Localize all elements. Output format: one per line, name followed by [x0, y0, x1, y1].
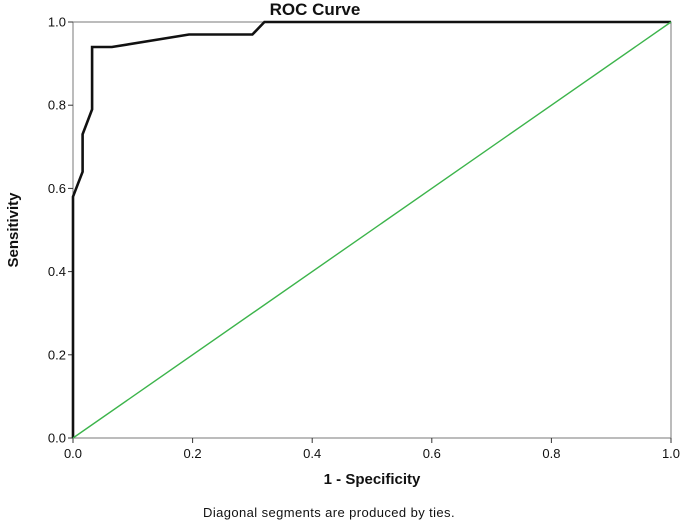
y-tick-label: 0.8	[48, 98, 66, 113]
y-tick-label: 1.0	[48, 15, 66, 30]
y-tick-label: 0.4	[48, 264, 66, 279]
footnote: Diagonal segments are produced by ties.	[203, 505, 455, 520]
plot-area: 0.0 0.2 0.4 0.6 0.8 1.0 0.0 0.2 0.4 0.6 0.8 1.0	[48, 15, 680, 462]
y-axis-title: Sensitivity	[5, 192, 22, 268]
roc-curve-line	[71, 20, 671, 438]
y-tick-label: 0.0	[48, 431, 66, 446]
reference-diagonal-line	[72, 21, 672, 439]
y-tick-label: 0.2	[48, 347, 66, 362]
x-tick-label: 0.2	[184, 446, 202, 461]
x-axis-title: 1 - Specificity	[324, 471, 421, 488]
x-tick-label: 0.0	[64, 446, 82, 461]
x-tick-label: 0.6	[423, 446, 441, 461]
x-tick-label: 0.8	[542, 446, 560, 461]
x-tick-label: 0.4	[303, 446, 321, 461]
y-tick-label: 0.6	[48, 181, 66, 196]
x-tick-label: 1.0	[662, 446, 680, 461]
chart-title: ROC Curve	[270, 0, 361, 19]
